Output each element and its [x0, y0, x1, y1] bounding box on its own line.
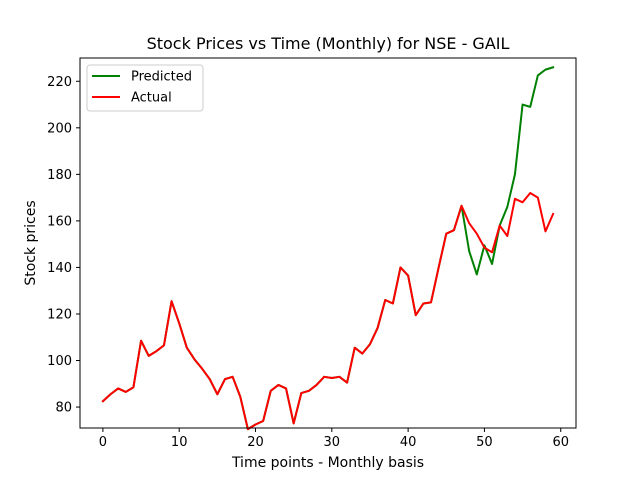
x-axis-ticks: 0 10 20 30 40 50 60: [99, 428, 569, 450]
legend-predicted-label: Predicted: [131, 70, 192, 85]
plot-frame: [79, 57, 577, 429]
y-tick-label: 140: [47, 261, 72, 276]
x-tick-label: 0: [99, 435, 107, 450]
y-axis-label: Stock prices: [23, 200, 39, 285]
y-axis-ticks: 80 100 120 140 160 180 200 220: [47, 75, 80, 416]
x-tick-label: 10: [171, 435, 188, 450]
y-tick-label: 100: [47, 354, 72, 369]
y-tick-label: 200: [47, 121, 72, 136]
x-axis-label: Time points - Monthly basis: [231, 455, 424, 471]
series-line-actual: [101, 191, 555, 431]
y-tick-label: 160: [47, 214, 72, 229]
chart-title: Stock Prices vs Time (Monthly) for NSE -…: [147, 34, 510, 53]
x-tick-label: 40: [400, 435, 417, 450]
y-tick-label: 220: [47, 75, 72, 90]
legend: Predicted Actual: [86, 64, 204, 112]
x-tick-label: 50: [476, 435, 493, 450]
x-tick-label: 20: [247, 435, 264, 450]
series-lines: [101, 66, 555, 431]
legend-actual-label: Actual: [131, 91, 172, 106]
y-tick-label: 180: [47, 168, 72, 183]
x-tick-label: 30: [324, 435, 341, 450]
y-tick-label: 80: [55, 401, 72, 416]
y-tick-label: 120: [47, 307, 72, 322]
plot-area: [80, 58, 576, 428]
x-tick-label: 60: [552, 435, 569, 450]
